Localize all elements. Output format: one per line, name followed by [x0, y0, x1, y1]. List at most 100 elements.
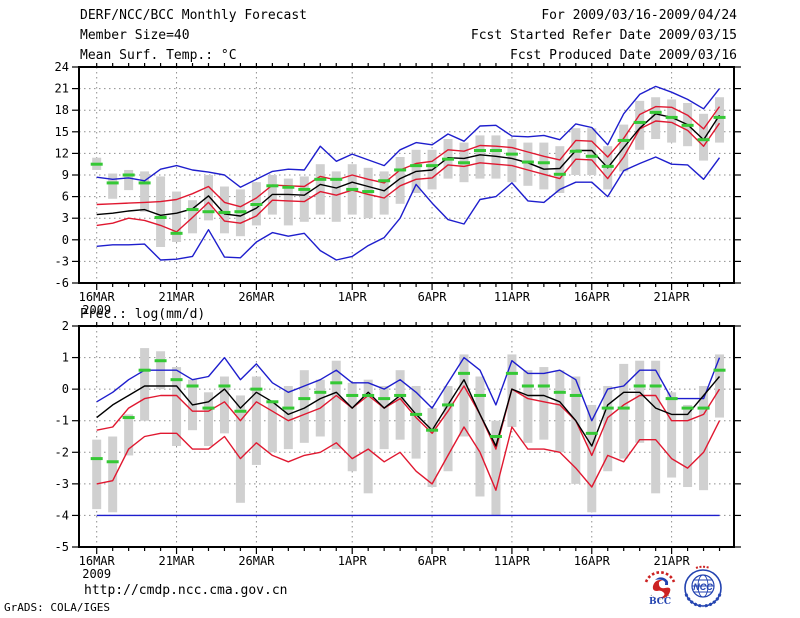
- obs-dash: [601, 406, 614, 410]
- obs-dash: [346, 393, 359, 397]
- obs-dash: [298, 187, 311, 191]
- y-axis-label: -5: [55, 540, 69, 554]
- temp-chart-title: Mean Surf. Temp.: °C: [80, 48, 237, 63]
- obs-dash: [298, 397, 311, 401]
- range-bar: [124, 414, 134, 456]
- y-axis-label: 2: [62, 319, 69, 333]
- obs-dash: [665, 397, 678, 401]
- obs-dash: [617, 138, 630, 142]
- y-axis-label: 6: [62, 190, 69, 204]
- x-axis-year-label: 2009: [82, 567, 111, 581]
- obs-dash: [601, 164, 614, 168]
- obs-dash: [202, 406, 215, 410]
- obs-dash: [106, 460, 119, 464]
- obs-dash: [569, 393, 582, 397]
- obs-dash: [713, 368, 726, 372]
- obs-dash: [537, 161, 550, 165]
- x-axis-label: 21MAR: [158, 290, 195, 304]
- range-bar: [539, 142, 549, 190]
- range-bar: [555, 146, 565, 193]
- x-axis-year-label: 2009: [82, 303, 111, 317]
- obs-dash: [362, 393, 375, 397]
- y-axis-label: 1: [62, 351, 69, 365]
- ensemble-range-bars: [92, 348, 725, 516]
- min-line: [96, 156, 721, 261]
- range-bar: [379, 385, 389, 450]
- ensemble-mean-line: [96, 376, 721, 447]
- range-bar: [683, 404, 693, 488]
- obs-dash: [202, 210, 215, 214]
- y-axis-label: 9: [62, 168, 69, 182]
- x-axis-label: 21APR: [654, 290, 691, 304]
- range-bar: [108, 436, 118, 513]
- range-bar: [715, 97, 725, 143]
- range-bar: [475, 135, 485, 179]
- x-axis-label: 21APR: [654, 554, 691, 568]
- y-axis-label: -2: [55, 445, 69, 459]
- obs-dash: [537, 384, 550, 388]
- obs-dash: [250, 203, 263, 207]
- obs-dash: [633, 120, 646, 124]
- source-url: http://cmdp.ncc.cma.gov.cn: [84, 583, 288, 598]
- range-bar: [251, 376, 261, 465]
- plot-title: DERF/NCC/BCC Monthly Forecast: [80, 8, 307, 23]
- obs-dash: [378, 397, 391, 401]
- range-bar: [172, 191, 182, 242]
- obs-dash: [442, 157, 455, 161]
- obs-dash: [617, 406, 630, 410]
- obs-dash: [154, 215, 167, 219]
- obs-dash: [282, 406, 295, 410]
- bcc-logo-label: BCC: [649, 597, 671, 607]
- obs-dash: [394, 168, 407, 172]
- forecast-range-label: For 2009/03/16-2009/04/24: [541, 8, 737, 23]
- ensemble-range-bars: [92, 97, 725, 247]
- range-bar: [555, 370, 565, 453]
- range-bar: [539, 367, 549, 440]
- y-axis-label: 0: [62, 233, 69, 247]
- obs-dash: [585, 154, 598, 158]
- ncc-top-text-icon: [695, 565, 711, 569]
- obs-dash: [633, 384, 646, 388]
- obs-dash: [697, 138, 710, 142]
- obs-dash: [394, 393, 407, 397]
- obs-dash: [314, 390, 327, 394]
- range-bar: [667, 392, 677, 478]
- ncc-logo: NCC: [680, 564, 726, 610]
- obs-dash: [569, 149, 582, 153]
- y-axis-label: 24: [55, 60, 69, 74]
- y-axis-label: -3: [55, 254, 69, 268]
- x-axis-label: 11APR: [494, 554, 531, 568]
- bcc-logo: BCC: [641, 566, 679, 610]
- obs-dash: [170, 378, 183, 382]
- range-bar: [523, 142, 533, 186]
- ncc-logo-label: NCC: [693, 582, 713, 592]
- range-bar: [140, 348, 150, 421]
- range-bar: [379, 171, 389, 215]
- obs-dash: [553, 390, 566, 394]
- obs-dash: [521, 160, 534, 164]
- grads-credit: GrADS: COLA/IGES: [4, 601, 110, 614]
- obs-dash: [314, 177, 327, 181]
- y-axis-label: 3: [62, 211, 69, 225]
- produced-date-label: Fcst Produced Date 2009/03/16: [510, 48, 737, 63]
- obs-dash: [505, 152, 518, 156]
- obs-dash: [458, 371, 471, 375]
- range-bar: [619, 363, 629, 459]
- refer-date-label: Fcst Started Refer Date 2009/03/15: [470, 28, 737, 43]
- y-axis-label: -6: [55, 276, 69, 290]
- x-axis-label: 16MAR: [79, 290, 116, 304]
- obs-dash: [186, 384, 199, 388]
- range-bar: [347, 382, 357, 472]
- obs-dash: [266, 400, 279, 404]
- range-bar: [603, 385, 613, 472]
- obs-dash: [410, 412, 423, 416]
- range-bar: [124, 169, 134, 191]
- x-axis-label: 16APR: [574, 554, 611, 568]
- y-axis-label: 12: [55, 146, 69, 160]
- ncc-wreath-right-icon: [702, 593, 722, 608]
- range-bar: [635, 100, 645, 150]
- range-bar: [571, 376, 581, 484]
